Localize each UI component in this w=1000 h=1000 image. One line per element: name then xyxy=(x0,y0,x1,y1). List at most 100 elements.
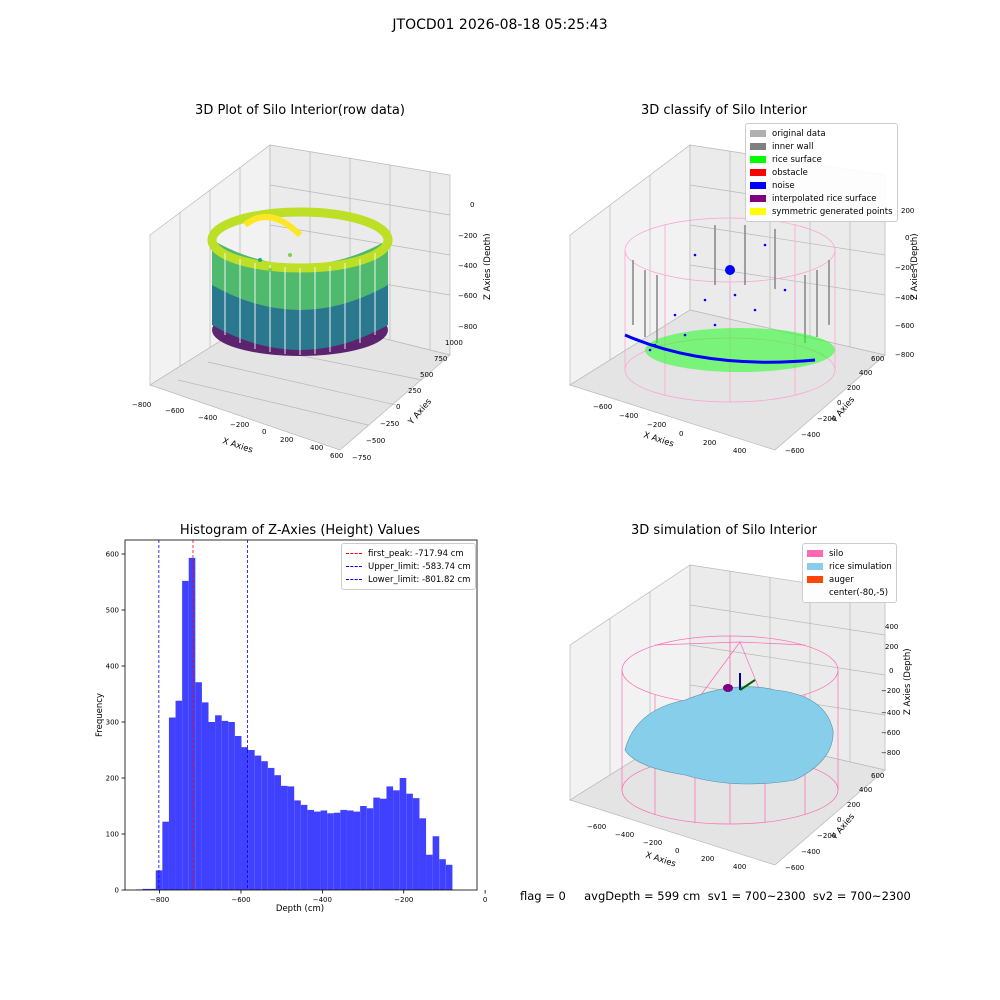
svg-text:−400: −400 xyxy=(801,431,820,439)
panel-title-histogram: Histogram of Z-Axies (Height) Values xyxy=(179,523,421,538)
histogram-legend: first_peak: -717.94 cm Upper_limit: -583… xyxy=(341,543,476,590)
svg-text:−600: −600 xyxy=(587,823,606,831)
svg-text:0: 0 xyxy=(675,847,679,855)
svg-text:Z Axies (Depth): Z Axies (Depth) xyxy=(483,233,490,300)
histogram-bar xyxy=(399,778,407,890)
svg-text:200: 200 xyxy=(280,436,293,444)
legend-swatch xyxy=(750,130,766,137)
histogram-bar xyxy=(393,790,400,890)
panel-title-raw: 3D Plot of Silo Interior(row data) xyxy=(195,103,405,118)
x-tick-label: −800 xyxy=(150,896,169,904)
svg-text:−200: −200 xyxy=(458,232,477,240)
x-tick-label: −200 xyxy=(394,896,413,904)
histogram-bar xyxy=(182,580,189,890)
histogram-bar xyxy=(149,888,156,890)
legend-item: Upper_limit: -583.74 cm xyxy=(346,560,471,573)
svg-text:−600: −600 xyxy=(881,729,900,737)
legend-item: obstacle xyxy=(750,166,893,179)
svg-text:200: 200 xyxy=(847,801,860,809)
histogram-bar xyxy=(261,761,268,890)
svg-text:−400: −400 xyxy=(615,831,634,839)
x-tick-label: 0 xyxy=(483,896,487,904)
histogram-ticks: −800 −600 −400 −200 0 0 100 200 300 400 500 600 xyxy=(106,551,488,905)
legend-item: silo xyxy=(807,547,892,560)
svg-text:0: 0 xyxy=(837,816,841,824)
histogram-bar xyxy=(221,720,229,890)
histogram-frame xyxy=(124,539,478,891)
histogram-bar xyxy=(432,836,440,890)
legend-item: noise xyxy=(750,179,893,192)
histogram-bar xyxy=(188,557,196,890)
legend-swatch xyxy=(750,182,766,189)
legend-swatch xyxy=(750,143,766,150)
y-tick-label: 300 xyxy=(106,719,119,727)
histogram-bar xyxy=(320,810,328,890)
histogram-bar xyxy=(254,755,262,890)
histogram-xlabel: Depth (cm) xyxy=(276,904,324,914)
svg-text:0: 0 xyxy=(837,399,841,407)
svg-text:0: 0 xyxy=(396,403,400,411)
svg-text:−600: −600 xyxy=(895,322,914,330)
svg-text:400: 400 xyxy=(859,369,872,377)
svg-text:−200: −200 xyxy=(881,687,900,695)
histogram-bar xyxy=(175,700,183,890)
svg-text:−500: −500 xyxy=(366,437,385,445)
histogram-bar xyxy=(195,682,202,890)
classify-wall-points xyxy=(632,225,830,343)
y-tick-label: 600 xyxy=(106,551,119,559)
histogram-bar xyxy=(267,767,275,890)
svg-text:400: 400 xyxy=(885,623,898,631)
legend-swatch xyxy=(750,169,766,176)
histogram-bar xyxy=(234,736,242,890)
histogram-bar xyxy=(281,785,288,890)
svg-text:−600: −600 xyxy=(785,864,804,872)
legend-line xyxy=(346,566,362,567)
legend-swatch xyxy=(807,563,823,570)
svg-text:400: 400 xyxy=(733,447,746,455)
svg-text:−750: −750 xyxy=(352,454,371,462)
svg-text:−400: −400 xyxy=(881,709,900,717)
histogram-bar xyxy=(287,786,295,890)
svg-text:−250: −250 xyxy=(380,420,399,428)
legend-swatch xyxy=(807,550,823,557)
svg-text:200: 200 xyxy=(701,855,714,863)
svg-text:−800: −800 xyxy=(458,323,477,331)
legend-swatch xyxy=(750,208,766,215)
histogram-bar xyxy=(426,854,433,890)
svg-text:−400: −400 xyxy=(619,412,638,420)
histogram-bars xyxy=(135,557,453,890)
svg-text:−400: −400 xyxy=(895,294,914,302)
svg-text:600: 600 xyxy=(871,772,884,780)
histogram-bar xyxy=(307,809,314,890)
figure-title: JTOCD01 2026-08-18 05:25:43 xyxy=(392,17,608,33)
histogram-bar xyxy=(294,800,301,890)
svg-text:−200: −200 xyxy=(817,832,836,840)
svg-text:250: 250 xyxy=(408,387,421,395)
histogram-bar xyxy=(327,813,334,890)
histogram-bar xyxy=(168,717,176,890)
svg-text:−800: −800 xyxy=(895,351,914,359)
histogram-bar xyxy=(241,747,249,890)
legend-swatch xyxy=(750,195,766,202)
svg-text:200: 200 xyxy=(847,384,860,392)
histogram-bar xyxy=(228,722,235,890)
legend-item: Lower_limit: -801.82 cm xyxy=(346,573,471,586)
y-tick-label: 100 xyxy=(106,831,119,839)
svg-text:0: 0 xyxy=(905,234,909,242)
legend-item: inner wall xyxy=(750,140,893,153)
svg-text:−400: −400 xyxy=(458,262,477,270)
svg-text:0: 0 xyxy=(470,201,474,209)
histogram-bar xyxy=(360,806,367,890)
svg-text:600: 600 xyxy=(871,355,884,363)
simulation-rice-surface xyxy=(624,686,834,785)
histogram-bar xyxy=(419,818,427,890)
svg-text:Z Axies (Depth): Z Axies (Depth) xyxy=(903,648,913,715)
status-footer: flag = 0 avgDepth = 599 cm sv1 = 700~230… xyxy=(520,889,911,903)
legend-item: original data xyxy=(750,127,893,140)
histogram-bar xyxy=(300,804,308,890)
legend-item: rice simulation xyxy=(807,560,892,573)
svg-text:200: 200 xyxy=(901,207,914,215)
legend-item: interpolated rice surface xyxy=(750,192,893,205)
x-tick-label: −600 xyxy=(231,896,250,904)
